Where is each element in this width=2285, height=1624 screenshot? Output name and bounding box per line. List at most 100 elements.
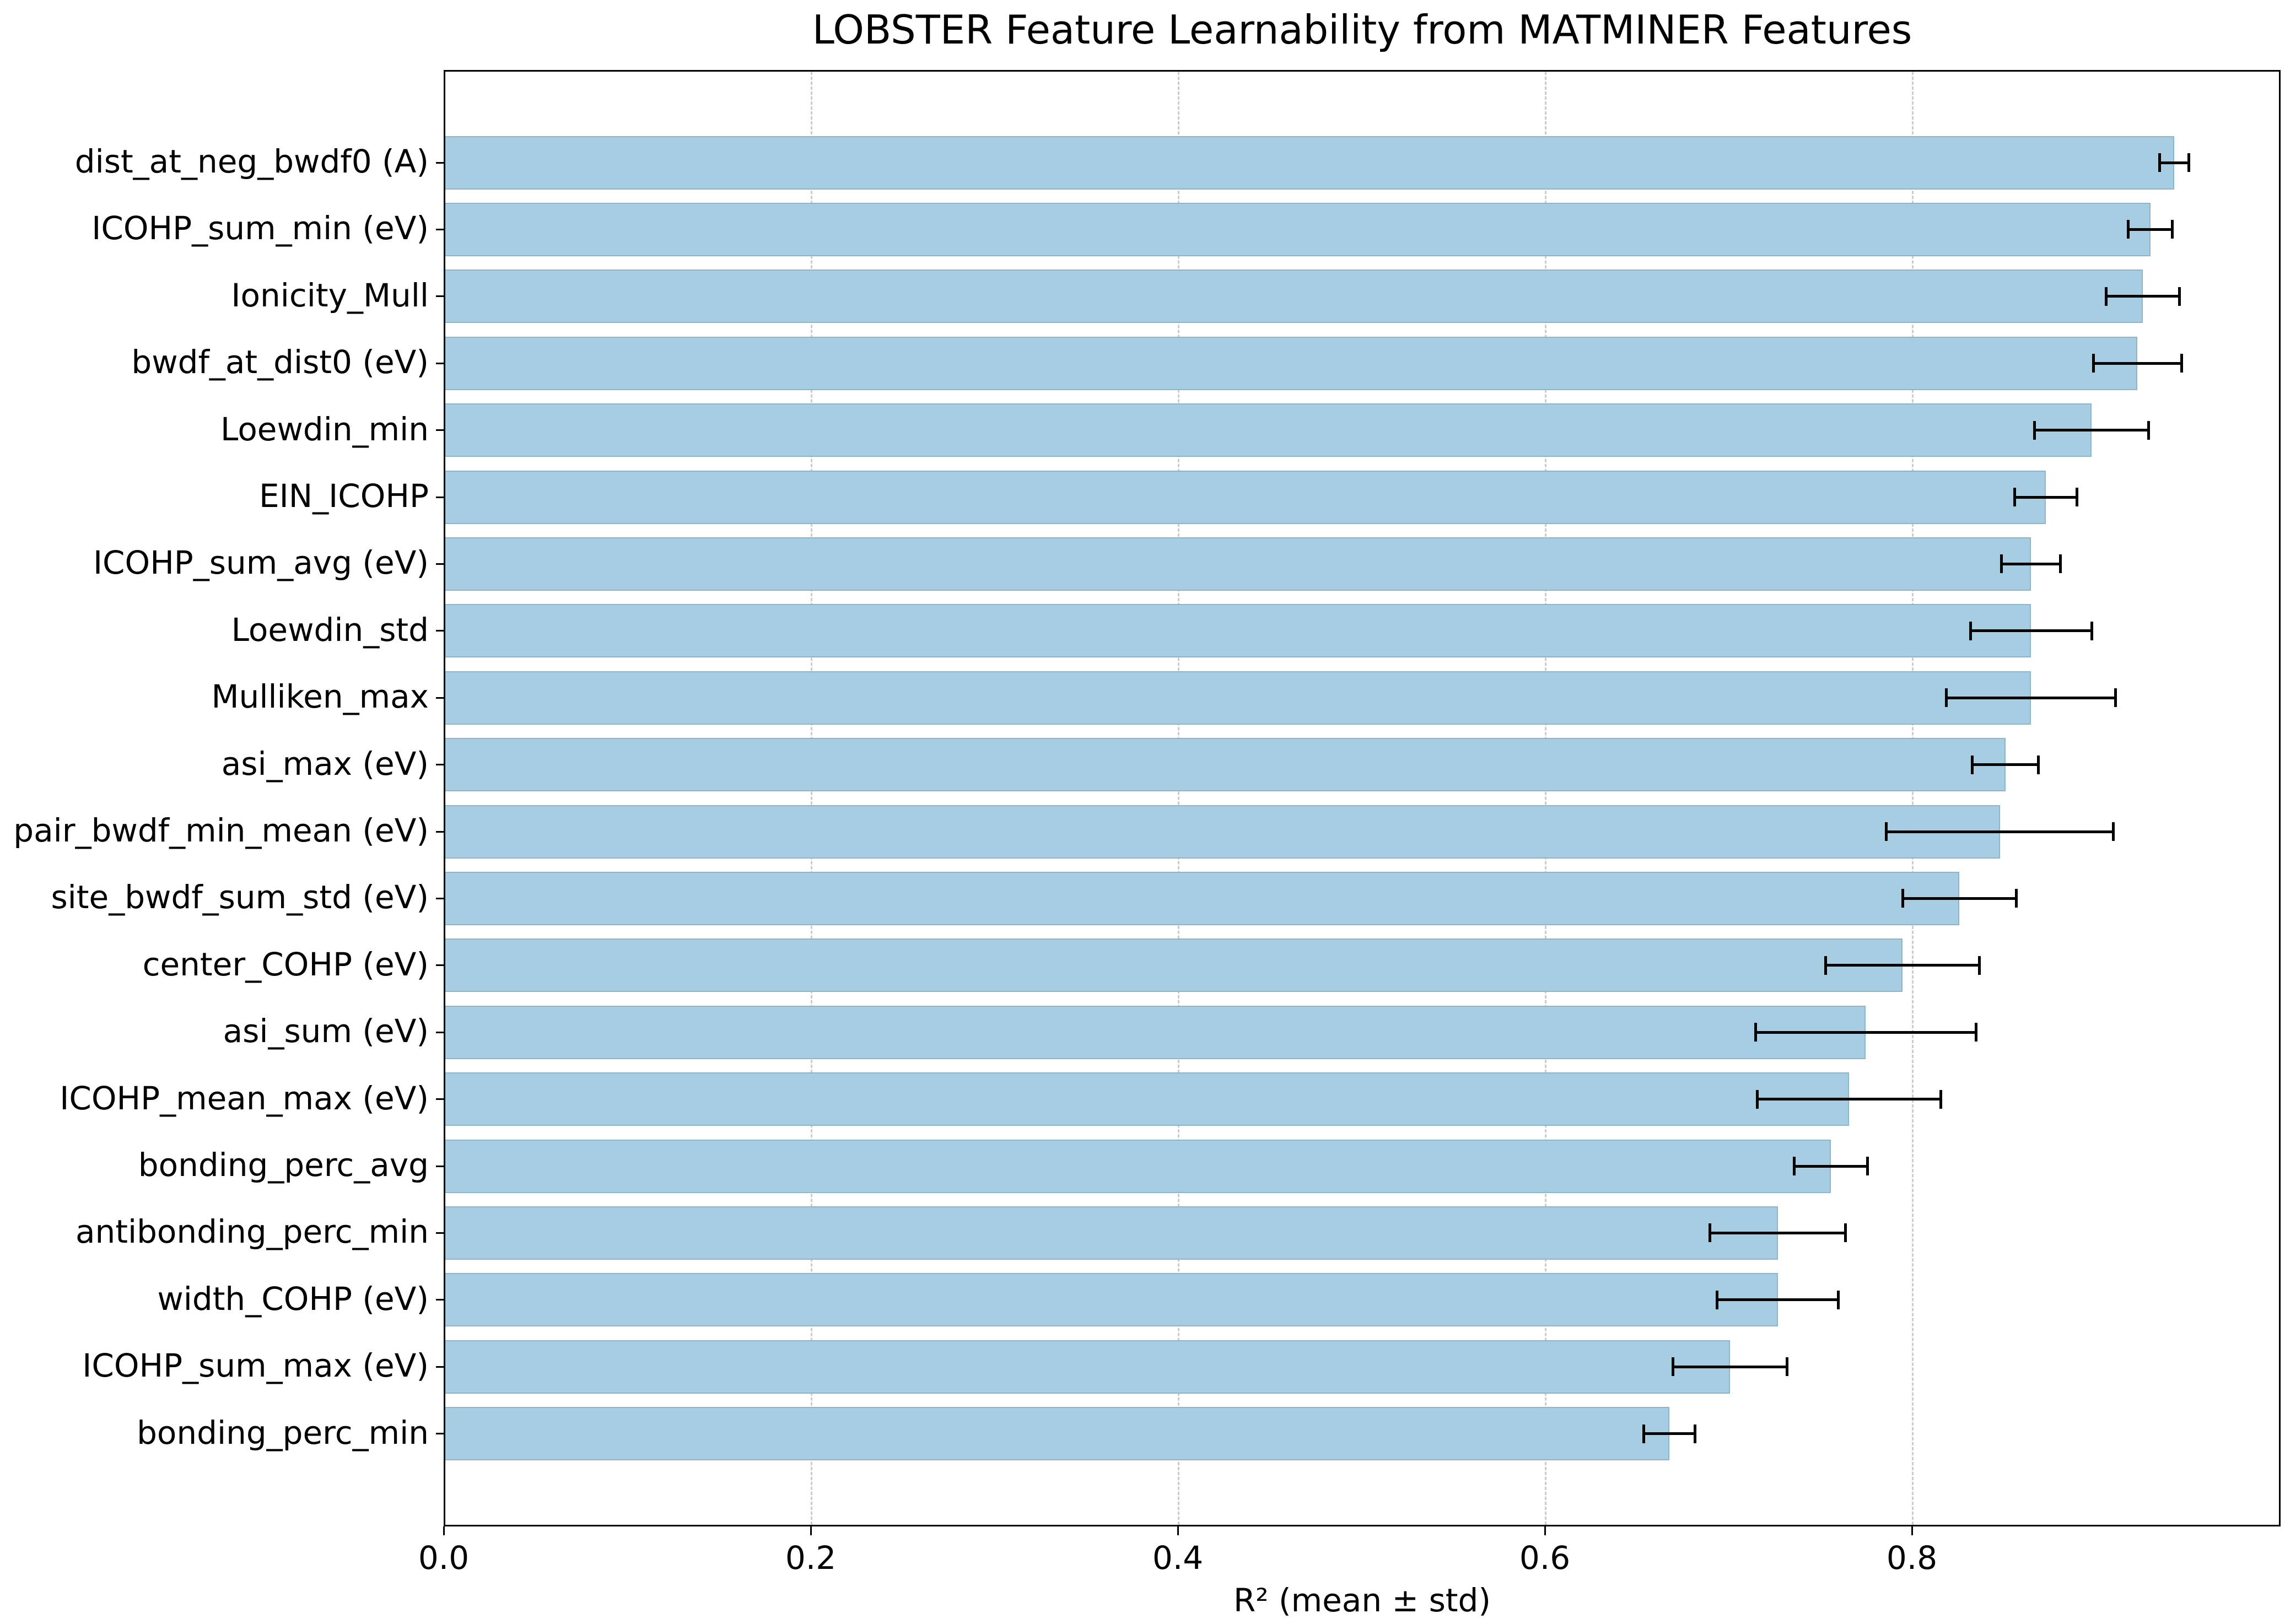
- error-bar-cap: [2178, 287, 2181, 306]
- error-bar-cap: [2033, 420, 2036, 440]
- error-bar-cap: [2112, 822, 2115, 841]
- y-tick: [436, 429, 444, 431]
- y-tick-label: ICOHP_mean_max (eV): [60, 1079, 429, 1117]
- bar: [445, 671, 2031, 725]
- y-tick: [436, 362, 444, 364]
- y-tick-label: EIN_ICOHP: [259, 477, 429, 515]
- bar: [445, 470, 2046, 524]
- y-tick-label: Mulliken_max: [211, 678, 429, 716]
- y-tick-label: Loewdin_min: [220, 410, 429, 448]
- plot-area: [444, 70, 2281, 1526]
- error-bar-cap: [1716, 1290, 1719, 1309]
- error-bar: [1886, 830, 2114, 833]
- error-bar-cap: [1939, 1089, 1943, 1109]
- x-tick: [1911, 1526, 1913, 1535]
- x-tick: [810, 1526, 812, 1535]
- error-bar-cap: [1672, 1357, 1675, 1377]
- error-bar-cap: [1969, 621, 1972, 640]
- gridline: [811, 72, 812, 1525]
- error-bar-cap: [1971, 755, 1974, 774]
- error-bar-cap: [2058, 554, 2062, 574]
- x-tick: [1177, 1526, 1179, 1535]
- error-bar: [1717, 1298, 1839, 1302]
- bar: [445, 1072, 1850, 1126]
- bar: [445, 938, 1903, 992]
- error-bar-cap: [1836, 1290, 1840, 1309]
- error-bar-cap: [1756, 1089, 1759, 1109]
- error-bar-cap: [1866, 1157, 1869, 1175]
- y-tick: [436, 1433, 444, 1435]
- y-tick-label: width_COHP (eV): [157, 1280, 429, 1318]
- error-bar: [2093, 362, 2182, 365]
- y-tick-label: asi_max (eV): [221, 744, 429, 783]
- error-bar: [1903, 897, 2017, 900]
- y-tick: [436, 764, 444, 766]
- error-bar-cap: [1978, 956, 1981, 975]
- gridline: [1178, 72, 1179, 1525]
- error-bar: [1825, 964, 1980, 967]
- error-bar: [1757, 1098, 1941, 1101]
- error-bar: [2106, 295, 2180, 298]
- y-tick-label: bwdf_at_dist0 (eV): [131, 343, 429, 381]
- error-bar-cap: [1694, 1424, 1697, 1443]
- y-tick-label: asi_sum (eV): [223, 1012, 429, 1050]
- bar: [445, 537, 2031, 591]
- bar: [445, 1139, 1831, 1193]
- bar: [445, 1407, 1670, 1461]
- error-bar-cap: [2114, 688, 2117, 708]
- error-bar: [1970, 629, 2092, 633]
- x-axis-label: R² (mean ± std): [1233, 1582, 1491, 1619]
- bar: [445, 1340, 1730, 1394]
- gridline: [1912, 72, 1914, 1525]
- error-bar-cap: [2180, 354, 2183, 373]
- error-bar: [1710, 1231, 1846, 1234]
- y-tick-label: pair_bwdf_min_mean (eV): [13, 812, 429, 849]
- bar: [445, 738, 2006, 792]
- bar: [445, 805, 2000, 859]
- bar: [445, 336, 2138, 390]
- y-tick-label: ICOHP_sum_avg (eV): [93, 544, 429, 582]
- y-tick: [436, 1366, 444, 1368]
- error-bar: [1755, 1030, 1976, 1034]
- error-bar-cap: [1785, 1357, 1788, 1377]
- error-bar-cap: [1974, 1023, 1977, 1042]
- error-bar: [1946, 696, 2116, 699]
- y-tick: [436, 228, 444, 230]
- bar: [445, 202, 2151, 256]
- error-bar: [1643, 1432, 1695, 1436]
- y-tick-label: Ionicity_Mull: [231, 276, 429, 314]
- y-tick: [436, 1165, 444, 1167]
- error-bar-cap: [1844, 1223, 1847, 1243]
- error-bar-cap: [1708, 1223, 1711, 1243]
- x-tick: [1544, 1526, 1546, 1535]
- y-tick-label: bonding_perc_min: [137, 1413, 429, 1452]
- bar: [445, 871, 1960, 925]
- y-tick: [436, 964, 444, 967]
- error-bar-cap: [1754, 1023, 1758, 1042]
- x-tick-label: 0.0: [418, 1539, 470, 1577]
- y-tick: [436, 1232, 444, 1234]
- bar: [445, 1206, 1778, 1260]
- error-bar-cap: [1824, 956, 1827, 975]
- y-tick: [436, 295, 444, 298]
- y-tick-label: antibonding_perc_min: [75, 1213, 429, 1251]
- error-bar-cap: [2075, 488, 2078, 506]
- y-tick: [436, 630, 444, 632]
- x-tick-label: 0.4: [1152, 1539, 1204, 1577]
- y-tick-label: ICOHP_sum_max (eV): [82, 1347, 429, 1385]
- y-tick-label: site_bwdf_sum_std (eV): [51, 878, 429, 916]
- y-tick: [436, 496, 444, 498]
- y-tick: [436, 563, 444, 565]
- y-tick: [436, 161, 444, 164]
- error-bar-cap: [1901, 889, 1904, 908]
- x-tick-label: 0.2: [785, 1539, 837, 1577]
- error-bar-cap: [1642, 1424, 1645, 1443]
- error-bar-cap: [1884, 822, 1888, 841]
- x-tick-label: 0.6: [1519, 1539, 1571, 1577]
- error-bar-cap: [1793, 1157, 1796, 1175]
- error-bar-cap: [2147, 420, 2150, 440]
- error-bar: [2128, 228, 2173, 231]
- x-tick-label: 0.8: [1886, 1539, 1938, 1577]
- error-bar-cap: [2090, 621, 2093, 640]
- error-bar: [2014, 495, 2077, 499]
